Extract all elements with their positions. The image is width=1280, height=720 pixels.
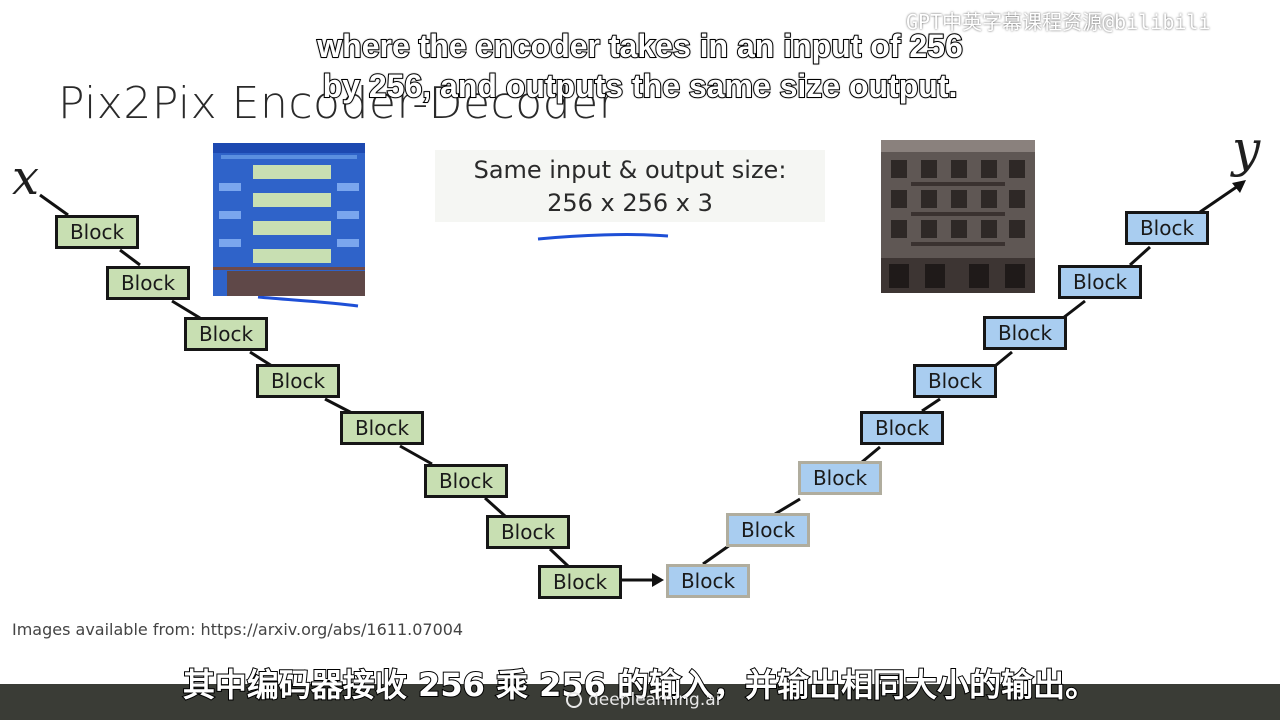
encoder-block-1: Block — [55, 215, 139, 249]
y-label: y — [1232, 120, 1261, 178]
size-note: Same input & output size: 256 x 256 x 3 — [435, 150, 825, 222]
image-source-note: Images available from: https://arxiv.org… — [12, 620, 464, 639]
decoder-block-7: Block — [1058, 265, 1142, 299]
size-note-line2: 256 x 256 x 3 — [547, 189, 713, 217]
decoder-block-3: Block — [798, 461, 882, 495]
encoder-block-4: Block — [256, 364, 340, 398]
decoder-block-4: Block — [860, 411, 944, 445]
bottom-bar — [0, 684, 1280, 720]
size-note-line1: Same input & output size: — [473, 156, 787, 184]
encoder-block-7: Block — [486, 515, 570, 549]
watermark: GPT中英字幕课程资源@bilibili — [906, 10, 1211, 34]
encoder-block-6: Block — [424, 464, 508, 498]
slide-title: Pix2Pix Encoder-Decoder — [58, 78, 618, 129]
decoder-block-2: Block — [726, 513, 810, 547]
output-image — [881, 140, 1035, 293]
subtitle-en-line1: where the encoder takes in an input of 2… — [316, 27, 964, 65]
brand-logo: deeplearning.ai — [566, 690, 720, 710]
decoder-block-8: Block — [1125, 211, 1209, 245]
logo-icon — [566, 692, 582, 708]
subtitle-zh: 其中编码器接收 256 乘 256 的输入，并输出相同大小的输出。 — [182, 665, 1098, 705]
decoder-block-6: Block — [983, 316, 1067, 350]
encoder-block-2: Block — [106, 266, 190, 300]
decoder-block-5: Block — [913, 364, 997, 398]
subtitle-en-line2: by 256, and outputs the same size output… — [322, 67, 959, 105]
encoder-block-5: Block — [340, 411, 424, 445]
x-label: x — [12, 150, 40, 206]
decoder-block-1: Block — [666, 564, 750, 598]
logo-text: deeplearning.ai — [588, 690, 721, 710]
encoder-block-8: Block — [538, 565, 622, 599]
encoder-block-3: Block — [184, 317, 268, 351]
input-image — [213, 143, 365, 296]
